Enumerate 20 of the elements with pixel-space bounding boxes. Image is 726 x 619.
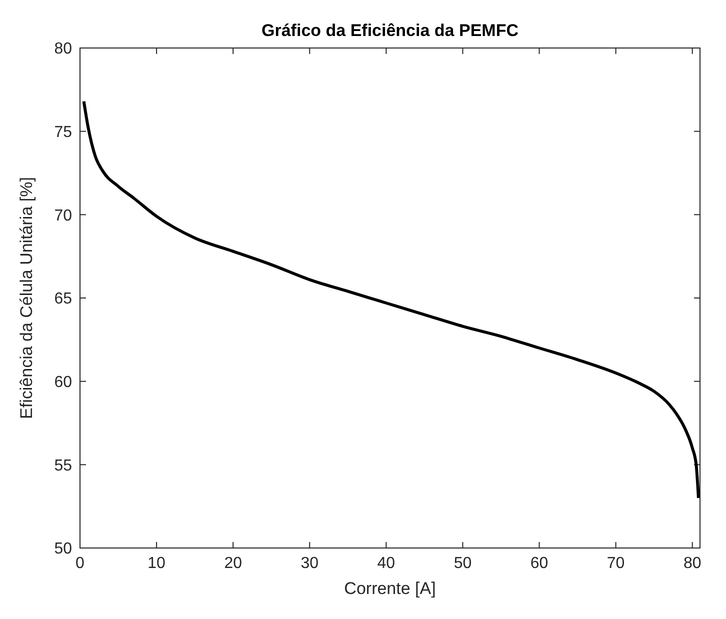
line-series [82, 100, 700, 500]
x-tick-label: 40 [377, 555, 396, 572]
x-tick-label: 70 [606, 555, 625, 572]
y-tick-label: 70 [54, 207, 72, 224]
x-tick-label: 80 [683, 555, 702, 572]
y-tick-label: 80 [54, 40, 72, 58]
y-axis-title: Eficiência da Célula Unitária [%] [17, 177, 36, 419]
x-tick-label: 0 [76, 555, 85, 572]
x-tick-label: 20 [224, 555, 242, 572]
y-tick-label: 60 [54, 374, 72, 391]
chart-title: Gráfico da Eficiência da PEMFC [262, 21, 518, 40]
x-tick-label: 30 [300, 555, 319, 572]
y-tick-label: 75 [54, 124, 72, 141]
x-tick-label: 50 [454, 555, 472, 572]
y-tick-label: 55 [54, 457, 72, 474]
x-tick-label: 60 [530, 555, 548, 572]
x-axis-title: Corrente [A] [344, 579, 436, 598]
x-tick-label: 10 [148, 555, 166, 572]
y-tick-label: 50 [54, 540, 72, 558]
y-tick-label: 65 [54, 290, 72, 308]
